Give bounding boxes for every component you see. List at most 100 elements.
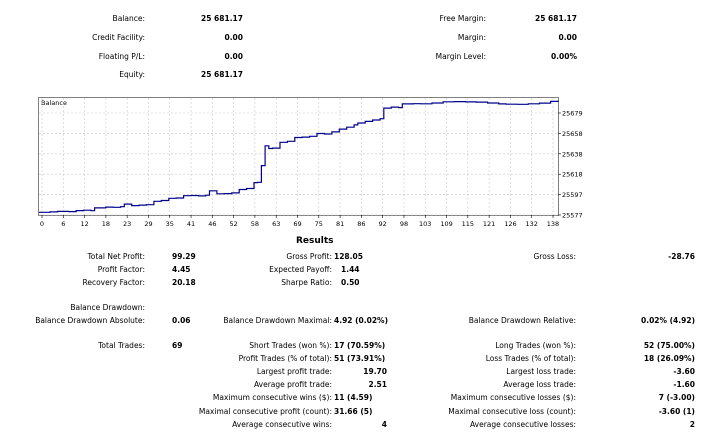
y-tick-label: 25658	[562, 130, 583, 138]
expected-payoff-label: Expected Payoff:	[269, 265, 332, 274]
largest-profit-trade-value: 19.70	[363, 367, 387, 376]
x-tick-label: 121	[483, 220, 495, 228]
loss-trades-value: 18 (26.09%)	[643, 354, 695, 363]
average-loss-trade-value: -1.60	[673, 380, 695, 389]
x-tick-label: 46	[208, 220, 216, 228]
x-tick-label: 23	[123, 220, 131, 228]
y-tick-label: 25679	[562, 110, 583, 118]
floating-pl-value: 0.00	[224, 52, 243, 61]
max-consecutive-losses-label: Maximum consecutive losses ($):	[450, 393, 576, 402]
profit-trades-label: Profit Trades (% of total):	[238, 354, 332, 363]
gross-loss-value: -28.76	[668, 252, 695, 261]
long-trades-label: Long Trades (won %):	[495, 341, 576, 350]
maximal-consecutive-profit-label: Maximal consecutive profit (count):	[198, 407, 332, 416]
x-tick-label: 6	[61, 220, 65, 228]
sharpe-ratio-value: 0.50	[341, 278, 360, 287]
long-trades-value: 52 (75.00%)	[643, 341, 695, 350]
balance-drawdown-absolute-value: 0.06	[172, 316, 191, 325]
balance-drawdown-relative-value: 0.02% (4.92)	[641, 316, 695, 325]
x-tick-label: 75	[315, 220, 323, 228]
gross-profit-value: 128.05	[334, 252, 363, 261]
recovery-factor-value: 20.18	[172, 278, 196, 287]
maximal-consecutive-loss-value: -3.60 (1)	[658, 407, 695, 416]
x-tick-label: 109	[440, 220, 452, 228]
balance-drawdown-relative-label: Balance Drawdown Relative:	[468, 316, 576, 325]
y-tick-label: 25577	[562, 212, 583, 220]
credit-facility-label: Credit Facility:	[92, 33, 145, 42]
profit-factor-value: 4.45	[172, 265, 191, 274]
x-tick-label: 92	[379, 220, 387, 228]
profit-trades-value: 51 (73.91%)	[334, 354, 386, 363]
balance-chart-plot: 0 6 12 18 23 29 35 41 46 52 58 63 69 75 81 86 92 98 103 109…	[39, 98, 583, 228]
x-tick-label: 69	[293, 220, 301, 228]
x-tick-label: 81	[336, 220, 344, 228]
maximal-consecutive-loss-label: Maximal consecutive loss (count):	[448, 407, 576, 416]
x-tick-label: 132	[525, 220, 537, 228]
margin-label: Margin:	[457, 33, 486, 42]
average-consecutive-losses-label: Average consecutive losses:	[469, 420, 576, 429]
free-margin-label: Free Margin:	[439, 14, 486, 23]
x-tick-label: 0	[40, 220, 44, 228]
y-tick-label: 25618	[562, 171, 583, 179]
total-trades-value: 69	[172, 341, 183, 350]
average-profit-trade-value: 2.51	[368, 380, 387, 389]
balance-chart	[38, 97, 559, 216]
credit-facility-value: 0.00	[224, 33, 243, 42]
balance-drawdown-absolute-label: Balance Drawdown Absolute:	[35, 316, 145, 325]
max-consecutive-wins-label: Maximum consecutive wins ($):	[212, 393, 332, 402]
balance-label: Balance:	[112, 14, 145, 23]
margin-level-value: 0.00%	[550, 52, 577, 61]
margin-value: 0.00	[558, 33, 577, 42]
total-trades-label: Total Trades:	[98, 341, 145, 350]
gross-loss-label: Gross Loss:	[533, 252, 577, 261]
recovery-factor-label: Recovery Factor:	[82, 278, 145, 287]
average-consecutive-losses-value: 2	[689, 420, 695, 429]
balance-drawdown-maximal-label: Balance Drawdown Maximal:	[223, 316, 332, 325]
x-tick-label: 29	[144, 220, 152, 228]
x-tick-label: 115	[462, 220, 474, 228]
balance-line	[39, 100, 559, 213]
x-tick-label: 12	[80, 220, 88, 228]
total-net-profit-label: Total Net Profit:	[87, 252, 145, 261]
balance-value: 25 681.17	[201, 14, 243, 23]
average-profit-trade-label: Average profit trade:	[253, 380, 332, 389]
total-net-profit-value: 99.29	[172, 252, 196, 261]
x-tick-label: 52	[229, 220, 237, 228]
short-trades-value: 17 (70.59%)	[334, 341, 386, 350]
expected-payoff-value: 1.44	[341, 265, 360, 274]
short-trades-label: Short Trades (won %):	[249, 341, 332, 350]
x-tick-label: 41	[187, 220, 195, 228]
loss-trades-label: Loss Trades (% of total):	[485, 354, 576, 363]
x-tick-label: 18	[102, 220, 110, 228]
results-title: Results	[296, 236, 334, 246]
balance-drawdown-label: Balance Drawdown:	[70, 303, 145, 312]
maximal-consecutive-profit-value: 31.66 (5)	[334, 407, 373, 416]
gross-profit-label: Gross Profit:	[286, 252, 332, 261]
equity-label: Equity:	[119, 70, 145, 79]
y-tick-label: 25638	[562, 150, 583, 158]
x-tick-label: 126	[504, 220, 516, 228]
margin-level-label: Margin Level:	[435, 52, 486, 61]
x-tick-label: 103	[419, 220, 431, 228]
average-consecutive-wins-label: Average consecutive wins:	[232, 420, 332, 429]
x-tick-label: 63	[272, 220, 280, 228]
x-tick-label: 58	[251, 220, 259, 228]
profit-factor-label: Profit Factor:	[97, 265, 145, 274]
average-consecutive-wins-value: 4	[381, 420, 387, 429]
sharpe-ratio-label: Sharpe Ratio:	[281, 278, 332, 287]
free-margin-value: 25 681.17	[535, 14, 577, 23]
max-consecutive-losses-value: 7 (-3.00)	[658, 393, 695, 402]
balance-drawdown-maximal-value: 4.92 (0.02%)	[334, 316, 388, 325]
y-tick-label: 25597	[562, 191, 583, 199]
largest-profit-trade-label: Largest profit trade:	[256, 367, 332, 376]
x-tick-label: 98	[400, 220, 408, 228]
largest-loss-trade-value: -3.60	[673, 367, 695, 376]
x-tick-label: 35	[166, 220, 174, 228]
equity-value: 25 681.17	[201, 70, 243, 79]
x-tick-label: 138	[547, 220, 559, 228]
x-tick-label: 86	[357, 220, 365, 228]
chart-title: Balance	[41, 99, 67, 107]
average-loss-trade-label: Average loss trade:	[503, 380, 576, 389]
largest-loss-trade-label: Largest loss trade:	[506, 367, 576, 376]
max-consecutive-wins-value: 11 (4.59)	[334, 393, 373, 402]
